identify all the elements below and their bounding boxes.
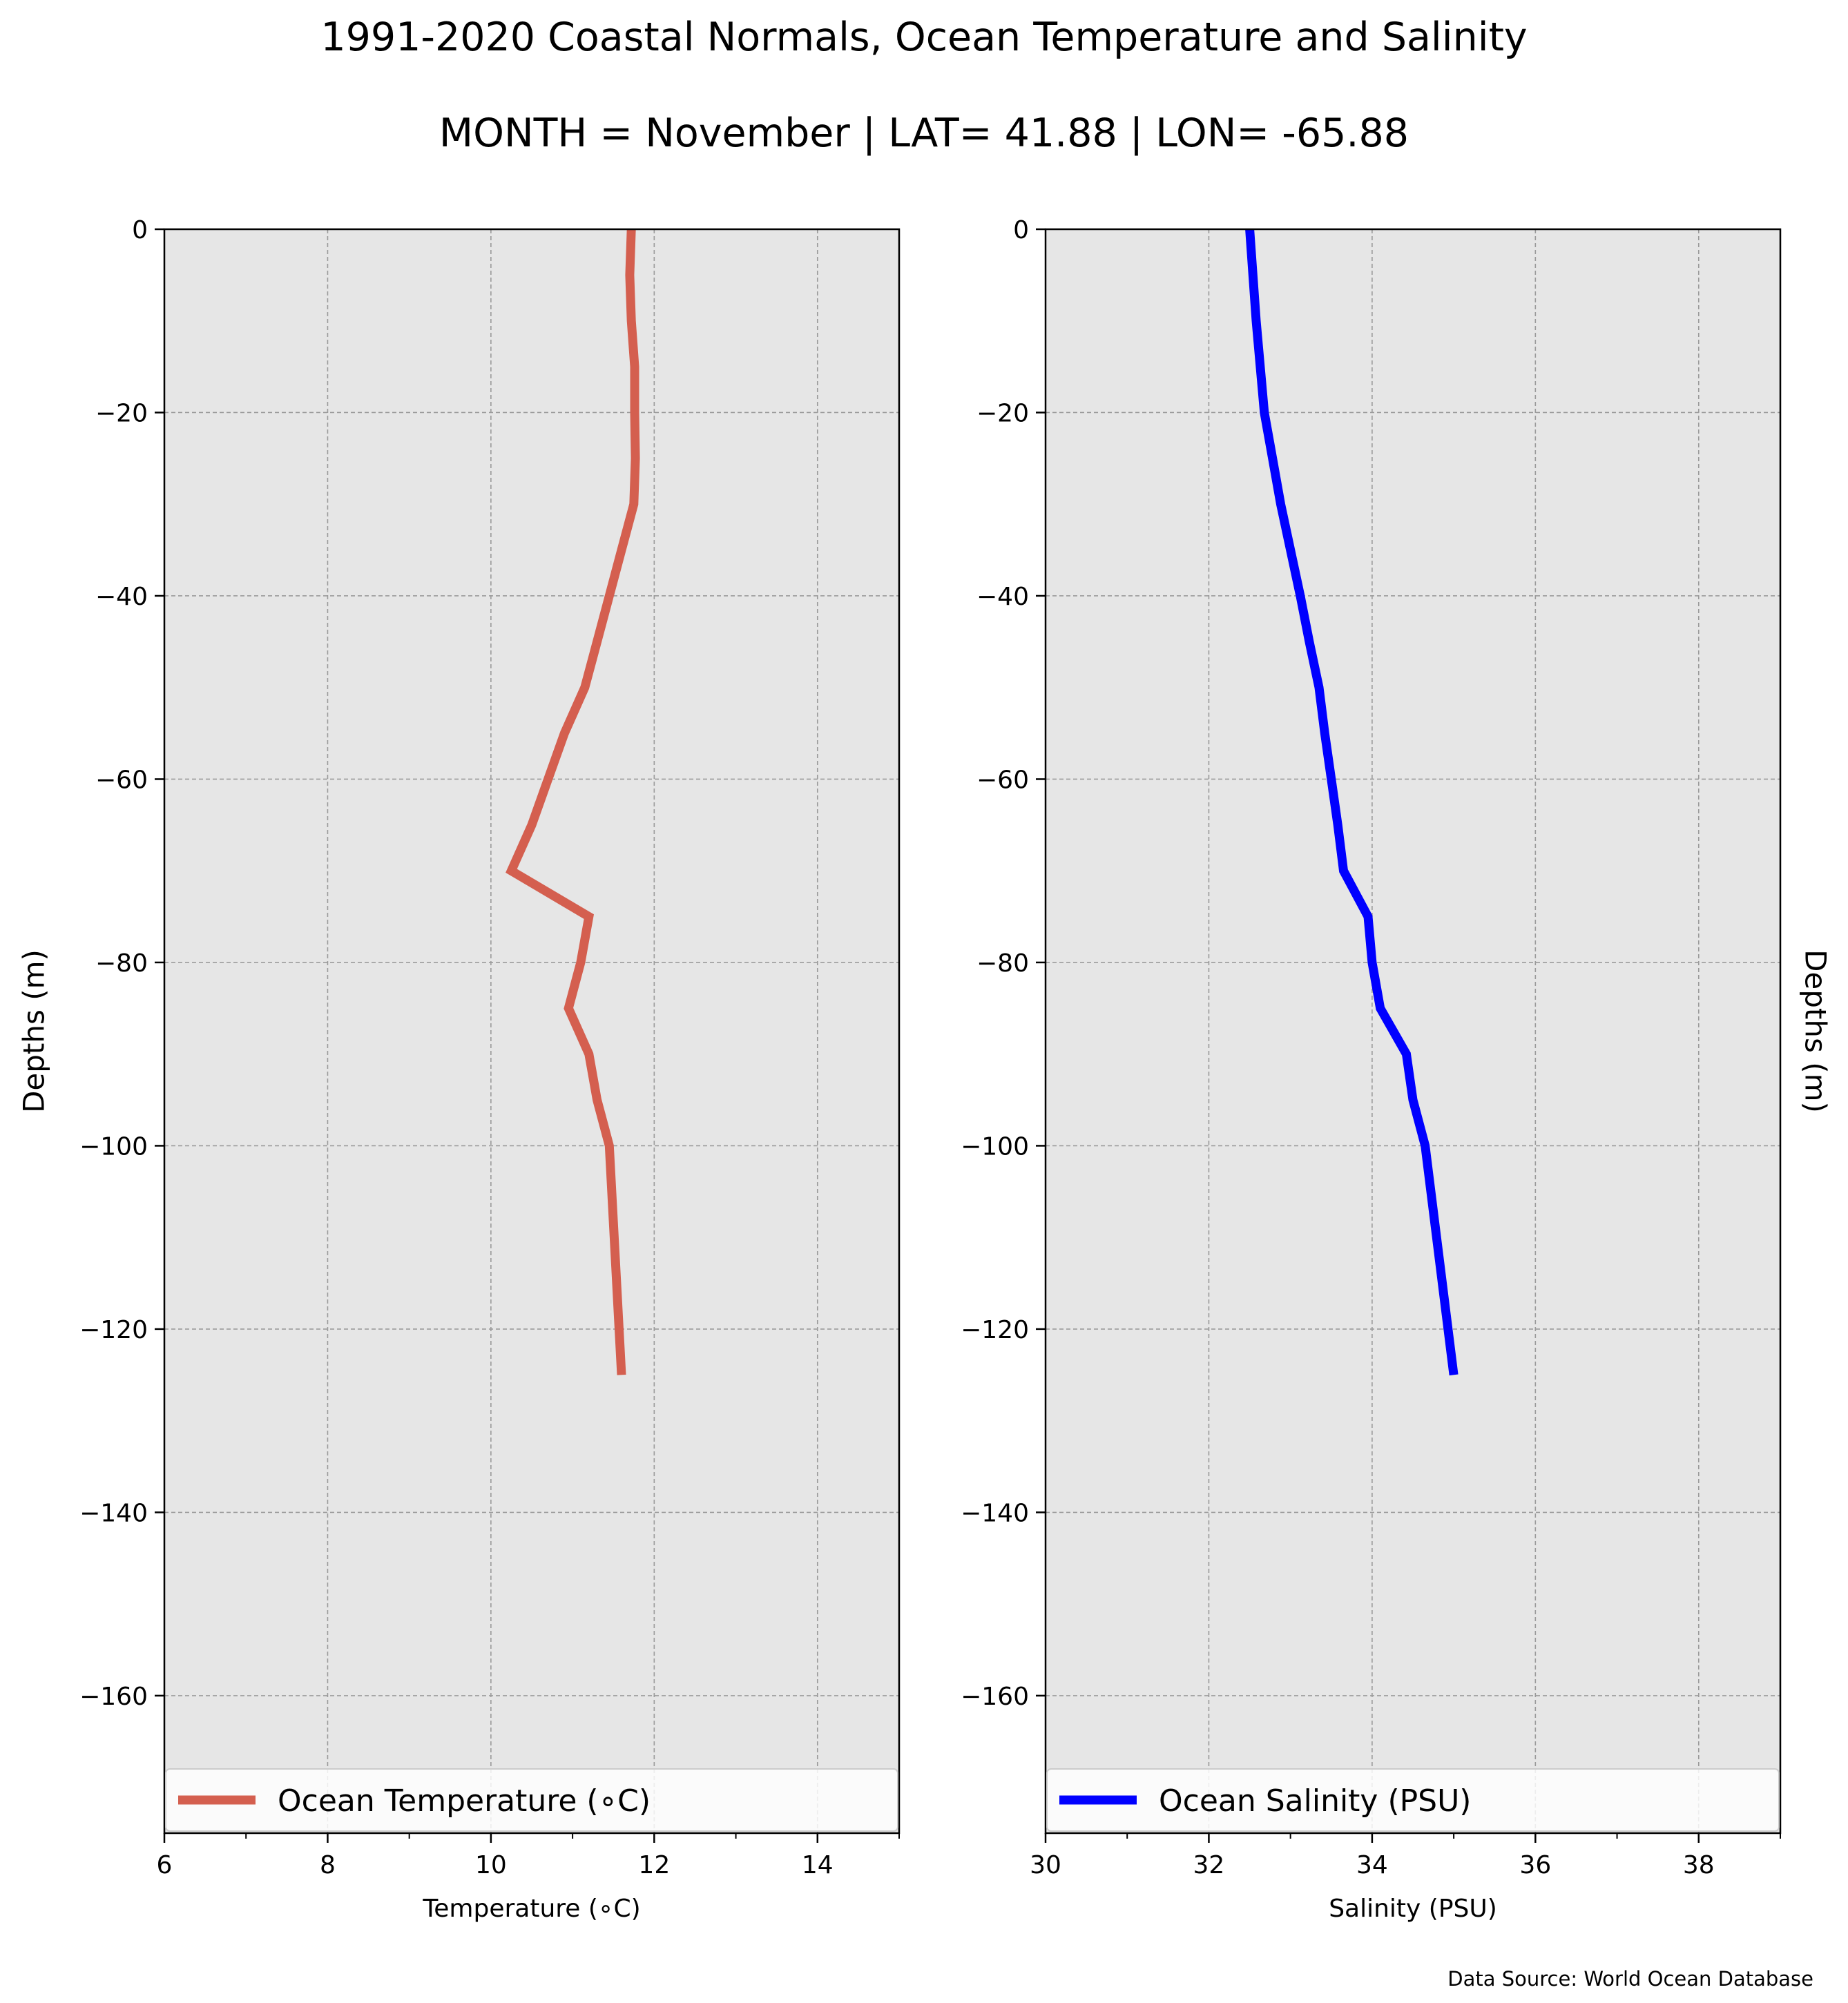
salinity-y-tick-label: −60: [976, 766, 1029, 794]
temperature-x-axis-label: Temperature (∘C): [422, 1895, 640, 1923]
temperature-axes-frame: [163, 228, 901, 1835]
temperature-y-tick-label: −120: [79, 1316, 148, 1344]
salinity-y-tick-label: −120: [961, 1316, 1029, 1344]
salinity-y-axis-label: Depths (m): [1799, 949, 1833, 1113]
salinity-legend-box: [1046, 1768, 1780, 1832]
salinity-x-tick-label: 38: [1683, 1851, 1715, 1879]
salinity-x-tick-label: 30: [1030, 1851, 1061, 1879]
salinity-legend: Ocean Salinity (PSU): [1046, 1768, 1780, 1832]
temperature-x-tick-label: 10: [475, 1851, 507, 1879]
temperature-y-tick-label: −140: [79, 1499, 148, 1527]
salinity-y-tick-label: −80: [976, 949, 1029, 978]
salinity-x-tick-label: 34: [1356, 1851, 1388, 1879]
temperature-x-tick-label: 12: [638, 1851, 670, 1879]
temperature-x-tick-label: 8: [320, 1851, 336, 1879]
temperature-y-tick-label: 0: [132, 216, 148, 244]
temperature-y-axis-label: Depths (m): [17, 949, 51, 1113]
temperature-x-tick-label: 14: [802, 1851, 834, 1879]
salinity-x-axis-label: Salinity (PSU): [1329, 1895, 1497, 1923]
salinity-plot-area: [1046, 229, 1780, 1833]
temperature-x-tick-label: 6: [157, 1851, 173, 1879]
salinity-axes-frame: [1044, 228, 1782, 1835]
salinity-y-tick-label: −140: [961, 1499, 1029, 1527]
temperature-y-tick-label: −80: [95, 949, 148, 978]
salinity-chart-panel: 30 32 34 36 38 0 −20 −40 −60 −80 −100 −120 −140 −160 S…: [961, 216, 1832, 1923]
salinity-legend-label: Ocean Salinity (PSU): [1159, 1783, 1471, 1819]
temperature-y-tick-label: −40: [95, 583, 148, 611]
data-source-note: Data Source: World Ocean Database: [1447, 1967, 1813, 1991]
salinity-x-tick-label: 32: [1193, 1851, 1225, 1879]
temperature-y-tick-label: −20: [95, 399, 148, 427]
figure-title: 1991-2020 Coastal Normals, Ocean Tempera…: [320, 14, 1527, 60]
temperature-chart-panel: 6 8 10 12 14 0 −20 −40 −60 −80 −100 −120 −140 −160 Tem…: [17, 216, 901, 1923]
salinity-y-tick-label: −160: [961, 1683, 1029, 1711]
temperature-series-line: [506, 229, 640, 1375]
salinity-y-tick-label: −100: [961, 1132, 1029, 1161]
temperature-legend-label: Ocean Temperature (∘C): [278, 1783, 651, 1819]
temperature-legend-box: [165, 1768, 898, 1832]
figure-subtitle: MONTH = November | LAT= 41.88 | LON= -65…: [439, 110, 1409, 156]
salinity-series-line: [1245, 229, 1459, 1376]
temperature-plot-area: [164, 229, 899, 1833]
salinity-x-tick-label: 36: [1519, 1851, 1551, 1879]
temperature-legend: Ocean Temperature (∘C): [165, 1768, 898, 1832]
temperature-y-tick-label: −100: [79, 1132, 148, 1161]
salinity-y-tick-label: 0: [1013, 216, 1029, 244]
temperature-y-tick-label: −160: [79, 1683, 148, 1711]
salinity-y-tick-label: −20: [976, 399, 1029, 427]
temperature-y-tick-label: −60: [95, 766, 148, 794]
salinity-y-tick-label: −40: [976, 583, 1029, 611]
